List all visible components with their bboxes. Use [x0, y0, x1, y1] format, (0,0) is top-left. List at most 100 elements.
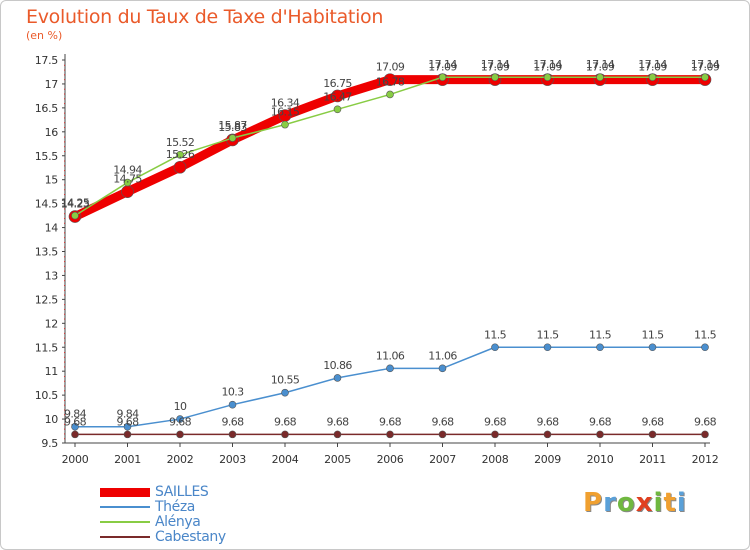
- y-tick-label: 12.5: [35, 293, 59, 306]
- y-minor-dot: [64, 385, 65, 387]
- data-label: 17.09: [691, 61, 720, 74]
- y-minor-dot: [64, 270, 65, 272]
- x-tick-label: 2008: [482, 453, 509, 466]
- y-minor-dot: [64, 438, 65, 440]
- data-label: 17.09: [638, 61, 667, 74]
- logo-letter: i: [676, 488, 687, 518]
- y-minor-dot: [64, 399, 65, 401]
- y-tick-label: 15: [45, 174, 59, 187]
- y-minor-dot: [64, 342, 65, 344]
- data-point: [648, 430, 657, 439]
- data-label: 15.87: [218, 119, 247, 132]
- y-minor-dot: [64, 246, 65, 248]
- proxiti-logo: Proxiti: [583, 488, 687, 518]
- data-point: [491, 430, 499, 439]
- data-point: [176, 150, 184, 159]
- y-minor-dot: [64, 160, 65, 162]
- data-point: [176, 430, 184, 439]
- data-label: 9.68: [379, 415, 402, 428]
- y-minor-dot: [64, 328, 65, 330]
- y-minor-dot: [64, 280, 65, 282]
- data-point: [701, 343, 709, 352]
- data-label: 17.09: [428, 61, 457, 74]
- y-minor-dot: [64, 423, 65, 425]
- y-minor-dot: [64, 404, 65, 406]
- data-point: [383, 73, 397, 86]
- legend-swatch: [100, 487, 150, 497]
- x-tick-label: 2004: [272, 453, 299, 466]
- data-label: 15.52: [166, 136, 195, 149]
- legend-label: SAILLES: [155, 484, 209, 500]
- logo-letter: t: [663, 488, 677, 518]
- x-tick-label: 2003: [219, 453, 246, 466]
- y-minor-dot: [64, 332, 65, 334]
- legend-item: Cabestany: [100, 529, 300, 545]
- y-minor-dot: [64, 184, 65, 186]
- x-tick-label: 2005: [324, 453, 351, 466]
- x-tick-label: 2012: [692, 453, 719, 466]
- data-point: [281, 388, 289, 397]
- y-minor-dot: [64, 222, 65, 224]
- y-minor-dot: [64, 189, 65, 191]
- x-tick-label: 2006: [377, 453, 404, 466]
- data-label: 16.47: [323, 90, 352, 103]
- y-minor-dot: [64, 217, 65, 219]
- data-label: 17.14: [481, 58, 510, 71]
- y-minor-dot: [64, 79, 65, 81]
- x-tick-label: 2010: [587, 453, 614, 466]
- y-minor-dot: [64, 289, 65, 291]
- y-tick-label: 12: [45, 317, 58, 330]
- data-label: 11.5: [641, 328, 664, 341]
- data-point: [491, 73, 499, 82]
- data-label: 10.3: [221, 386, 244, 399]
- y-minor-dot: [64, 93, 65, 95]
- y-minor-dot: [64, 366, 65, 368]
- data-label: 9.68: [694, 415, 717, 428]
- data-label: 17.14: [428, 58, 457, 71]
- y-minor-dot: [64, 64, 65, 66]
- y-minor-dot: [64, 390, 65, 392]
- data-label: 17.09: [586, 61, 615, 74]
- data-point: [333, 430, 342, 439]
- y-tick-label: 15.5: [35, 150, 59, 163]
- y-minor-dot: [64, 256, 65, 258]
- data-label: 11.5: [536, 328, 559, 341]
- data-label: 17.09: [376, 61, 405, 74]
- y-tick-label: 17.5: [35, 54, 59, 67]
- data-label: 11.06: [428, 349, 457, 362]
- logo-letter: r: [603, 488, 617, 518]
- data-label: 9.68: [484, 415, 507, 428]
- data-label: 16.15: [271, 106, 300, 119]
- data-point: [701, 430, 709, 439]
- y-tick-label: 10.5: [35, 389, 59, 402]
- data-point: [596, 343, 604, 352]
- y-minor-dot: [64, 237, 65, 239]
- y-minor-dot: [64, 428, 65, 430]
- y-minor-dot: [64, 136, 65, 138]
- data-label: 15.83: [218, 121, 247, 134]
- x-tick-label: 2009: [534, 453, 561, 466]
- data-label: 17.14: [533, 58, 562, 71]
- x-tick-label: 2011: [639, 453, 666, 466]
- data-label: 10.86: [323, 359, 352, 372]
- data-point: [228, 400, 237, 409]
- logo-letter: x: [635, 488, 654, 518]
- data-point: [71, 430, 79, 439]
- y-minor-dot: [64, 174, 65, 176]
- legend-swatch: [100, 536, 150, 538]
- data-label: 16.34: [271, 97, 300, 110]
- logo-letter: o: [616, 488, 636, 518]
- data-label: 11.5: [694, 328, 717, 341]
- data-label: 17.09: [533, 61, 562, 74]
- y-minor-dot: [64, 380, 65, 382]
- data-label: 11.5: [484, 328, 507, 341]
- legend-label: Théza: [155, 499, 195, 515]
- x-tick-label: 2001: [114, 453, 141, 466]
- legend-item: Théza: [100, 499, 300, 515]
- data-point: [173, 160, 187, 174]
- data-label: 9.68: [589, 415, 612, 428]
- y-minor-dot: [64, 112, 65, 114]
- data-label: 17.09: [481, 61, 510, 74]
- y-tick-label: 14.5: [35, 198, 59, 211]
- y-tick-label: 10: [45, 413, 59, 426]
